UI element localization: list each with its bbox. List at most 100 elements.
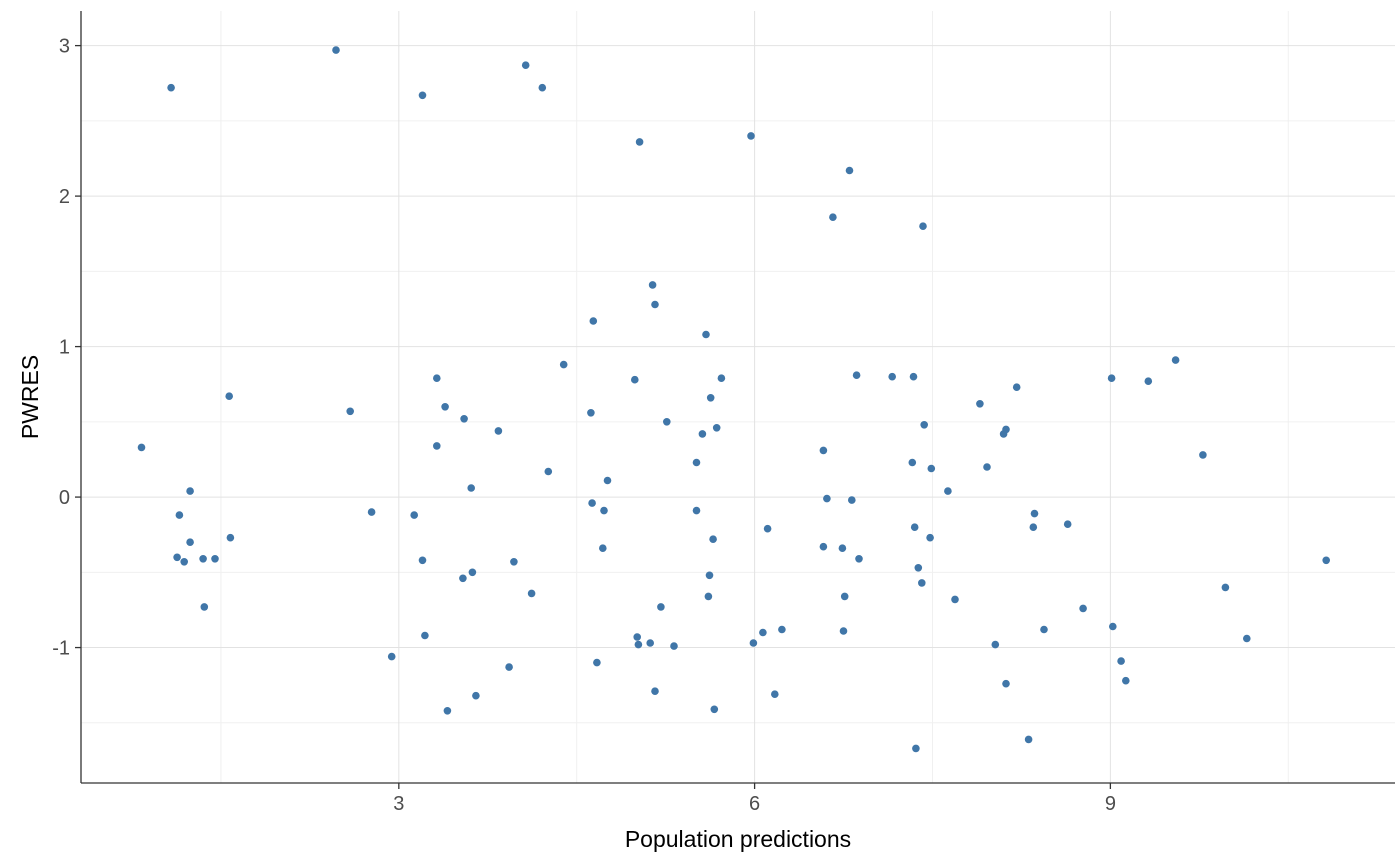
data-point	[999, 430, 1008, 438]
tick-labels: 3 6 9 -1 0 1 2 3	[52, 36, 1116, 815]
data-point	[648, 281, 657, 289]
data-point	[692, 458, 701, 467]
data-point	[983, 463, 991, 471]
data-point	[702, 330, 710, 339]
y-axis-title: PWRES	[17, 355, 43, 439]
data-points	[137, 46, 1330, 753]
data-point	[692, 506, 701, 515]
data-point	[944, 487, 952, 495]
data-point	[433, 374, 441, 383]
tick-marks	[75, 44, 1112, 789]
data-point	[749, 639, 758, 647]
y-tick-label: 2	[59, 186, 70, 208]
data-point	[505, 663, 513, 671]
data-point	[926, 533, 934, 542]
x-tick-label: 6	[749, 793, 760, 815]
data-point	[1012, 383, 1021, 392]
y-tick-label: 0	[59, 487, 70, 509]
data-point	[538, 83, 547, 92]
data-point	[211, 555, 219, 563]
data-point	[747, 132, 755, 140]
data-point	[819, 446, 828, 455]
data-point	[180, 558, 188, 566]
data-point	[698, 430, 707, 438]
data-point	[778, 625, 786, 634]
data-point	[226, 533, 235, 542]
data-point	[991, 640, 1000, 649]
x-tick-label: 9	[1105, 793, 1116, 815]
data-point	[418, 556, 427, 565]
data-point	[763, 524, 772, 533]
data-point	[1030, 509, 1039, 518]
data-point	[1122, 676, 1130, 685]
data-point	[908, 458, 917, 467]
data-point	[704, 592, 713, 601]
data-point	[920, 421, 928, 429]
data-point	[433, 442, 441, 450]
data-point	[634, 640, 643, 649]
data-point	[510, 558, 518, 566]
data-point	[759, 628, 767, 637]
data-point	[1109, 622, 1117, 631]
data-point	[367, 508, 376, 516]
data-point	[418, 91, 427, 100]
data-point	[173, 553, 181, 562]
data-point	[705, 571, 714, 580]
data-point	[951, 595, 959, 604]
data-point	[1024, 735, 1033, 744]
data-point	[494, 427, 503, 435]
data-point	[852, 371, 861, 380]
data-point	[1040, 625, 1048, 634]
data-point	[200, 603, 209, 611]
data-point	[888, 372, 896, 381]
data-point	[593, 658, 601, 667]
data-point	[646, 639, 654, 647]
data-point	[1063, 520, 1072, 528]
data-point	[1243, 634, 1251, 643]
data-point	[633, 633, 641, 641]
data-point	[914, 564, 923, 572]
data-point	[467, 484, 476, 492]
data-point	[1322, 556, 1330, 565]
data-point	[910, 523, 919, 531]
data-point	[599, 544, 607, 552]
data-point	[919, 222, 927, 230]
data-point	[717, 374, 726, 383]
data-point	[588, 499, 596, 507]
data-point	[410, 511, 419, 519]
data-point	[1029, 523, 1038, 531]
data-point	[589, 317, 598, 325]
data-point	[332, 46, 340, 54]
data-point	[559, 360, 568, 369]
data-point	[387, 652, 396, 661]
data-point	[459, 574, 467, 583]
data-point	[670, 642, 678, 650]
data-point	[167, 83, 175, 92]
data-point	[651, 687, 659, 695]
data-point	[460, 415, 468, 423]
data-point	[1221, 583, 1230, 592]
data-point	[225, 392, 233, 401]
data-point	[855, 555, 863, 563]
data-point	[631, 375, 639, 384]
data-point	[819, 542, 828, 551]
data-point	[909, 372, 918, 381]
data-point	[199, 555, 207, 563]
data-point	[771, 690, 779, 698]
data-point	[1171, 356, 1180, 364]
minor-gridlines	[81, 11, 1395, 783]
x-tick-label: 3	[393, 793, 404, 815]
data-point	[651, 300, 659, 309]
data-point	[663, 418, 671, 426]
y-tick-label: 3	[59, 36, 70, 58]
data-point	[845, 166, 854, 175]
data-point	[587, 409, 595, 417]
data-point	[346, 407, 355, 416]
data-point	[839, 627, 848, 635]
data-point	[823, 494, 831, 503]
data-point	[421, 631, 429, 640]
data-point	[600, 506, 608, 515]
data-point	[521, 61, 530, 69]
